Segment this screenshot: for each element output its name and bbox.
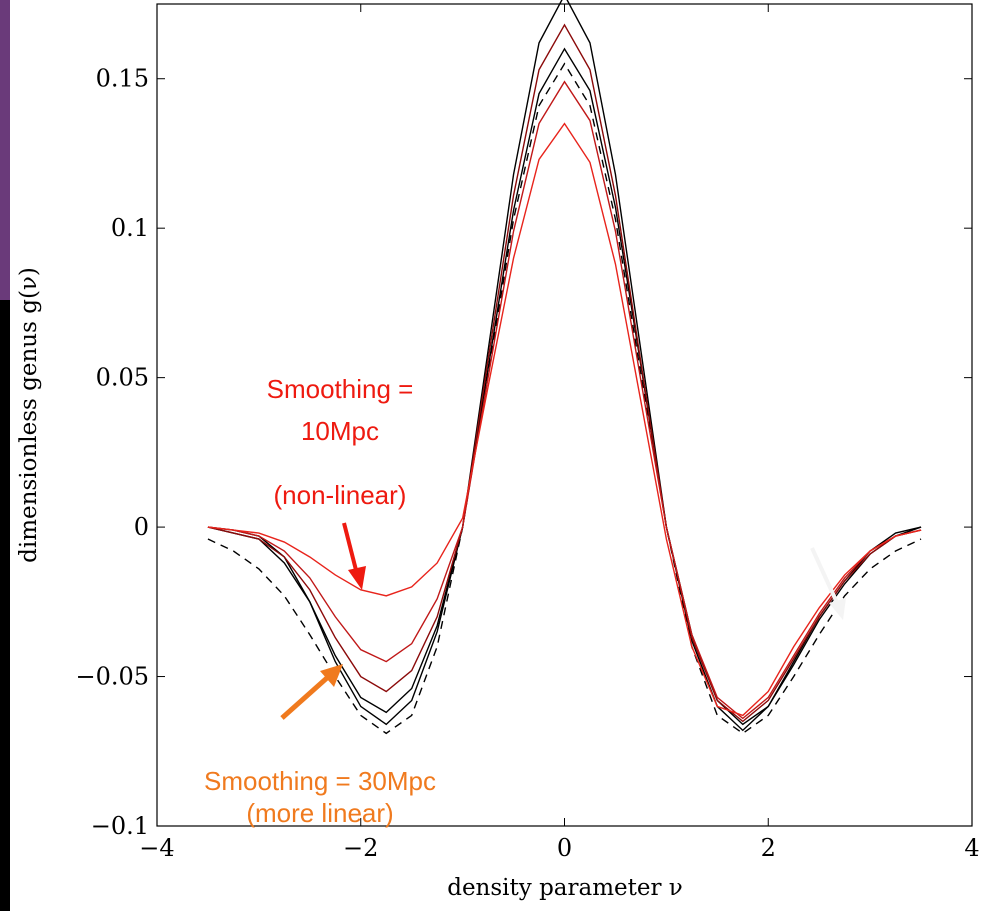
- x-tick-label: −2: [343, 834, 378, 862]
- annotation-arrowhead: [320, 664, 343, 687]
- x-tick-label: 4: [964, 834, 979, 862]
- series-line: [207, 23, 922, 723]
- annotation-line: (more linear): [246, 798, 393, 828]
- series-line: [207, 80, 922, 720]
- annotation-line: Smoothing =: [267, 374, 414, 404]
- annotation-arrow: [342, 522, 359, 575]
- photo-strip: [0, 0, 10, 300]
- x-axis-label: density parameter ν: [447, 875, 683, 901]
- y-tick-label: 0.05: [96, 364, 149, 392]
- y-tick-label: 0.15: [96, 65, 149, 93]
- plot: [207, 0, 922, 735]
- annotation-arrowhead: [348, 566, 366, 590]
- x-tick-label: 2: [761, 834, 776, 862]
- y-tick-label: 0.1: [111, 214, 149, 242]
- arrowhead: [829, 598, 846, 620]
- y-tick-label: 0: [134, 513, 149, 541]
- series-line: [207, 62, 922, 735]
- arrow: [810, 547, 840, 606]
- annotation-line: 10Mpc: [301, 416, 379, 446]
- annotation-arrow: [280, 675, 330, 720]
- plot-frame: [156, 3, 973, 827]
- series-line: [207, 122, 922, 717]
- y-tick-label: −0.1: [91, 812, 149, 840]
- annotation-line: (non-linear): [274, 480, 407, 510]
- y-axis-label: dimensionless genus g(ν): [16, 267, 42, 563]
- x-tick-label: −4: [139, 834, 174, 862]
- y-tick-label: −0.05: [75, 663, 149, 691]
- series-line: [207, 0, 922, 732]
- annotation: Smoothing = 30Mpc (more linear): [204, 664, 436, 828]
- annotation-line: Smoothing = 30Mpc: [204, 766, 436, 796]
- annotation: Smoothing = 10Mpc (non-linear): [267, 374, 414, 590]
- x-tick-label: 0: [557, 834, 572, 862]
- photo-strip-dark: [0, 300, 10, 911]
- series-line: [207, 47, 922, 726]
- white-arrow: [810, 547, 846, 620]
